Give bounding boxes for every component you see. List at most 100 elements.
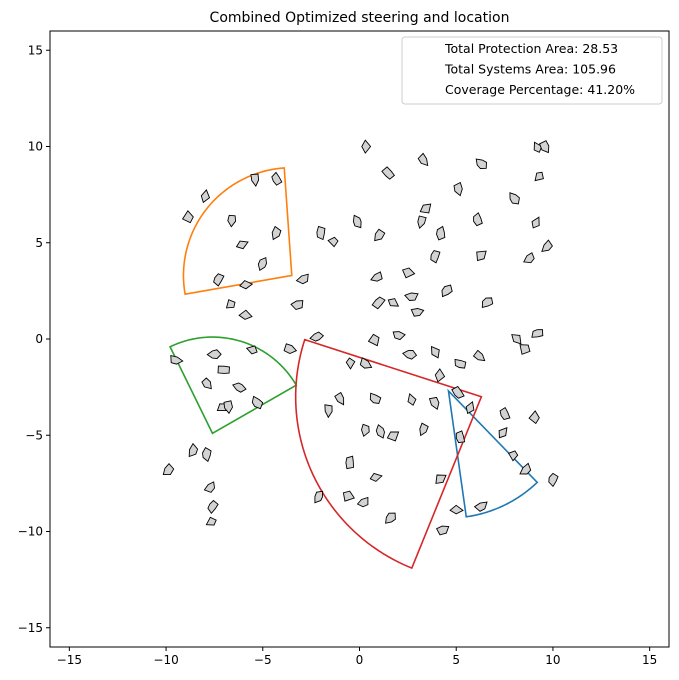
y-tick-label: 0	[35, 332, 43, 346]
system-marker	[200, 189, 211, 204]
system-marker	[361, 139, 372, 154]
system-marker	[523, 252, 535, 264]
coverage-sector	[294, 338, 483, 570]
system-marker	[309, 331, 325, 342]
system-marker	[407, 392, 417, 406]
system-marker	[217, 365, 230, 374]
system-marker	[257, 256, 267, 272]
system-marker	[392, 331, 406, 341]
system-marker	[430, 250, 441, 264]
system-marker	[476, 250, 487, 262]
system-marker	[327, 236, 339, 248]
x-tick-label: −15	[57, 653, 82, 667]
system-marker	[283, 343, 298, 354]
system-marker	[431, 345, 440, 359]
system-marker	[225, 299, 236, 309]
system-marker	[345, 357, 356, 370]
system-marker	[290, 300, 304, 311]
y-tick-label: 5	[35, 236, 43, 250]
system-marker	[207, 499, 219, 515]
system-marker	[374, 228, 386, 242]
system-marker	[295, 273, 309, 285]
x-tick-label: −10	[153, 653, 178, 667]
system-marker	[334, 391, 345, 406]
y-tick-label: −15	[18, 621, 43, 635]
system-marker	[441, 284, 453, 298]
system-marker	[475, 158, 487, 169]
system-marker	[417, 152, 429, 167]
system-marker	[498, 427, 508, 439]
legend-entry-protection-area: Total Protection Area: 28.53	[444, 41, 618, 56]
system-marker	[473, 212, 483, 227]
system-marker	[531, 329, 544, 338]
system-marker	[381, 166, 396, 180]
system-marker	[162, 463, 175, 476]
system-marker	[519, 344, 531, 355]
coverage-sector	[182, 167, 293, 296]
system-marker	[352, 214, 362, 229]
system-marker	[375, 424, 385, 439]
coverage-sector	[447, 388, 539, 518]
system-marker	[188, 442, 199, 458]
system-marker	[481, 297, 494, 308]
system-marker	[205, 516, 217, 526]
x-tick-label: 15	[642, 653, 657, 667]
system-marker	[223, 400, 233, 415]
system-marker	[402, 349, 418, 360]
system-marker	[419, 422, 429, 437]
system-marker	[316, 225, 326, 241]
system-marker	[541, 239, 553, 252]
system-marker	[232, 382, 247, 393]
system-marker	[419, 203, 432, 214]
sector-layer	[169, 167, 539, 570]
system-marker	[465, 400, 475, 415]
system-marker	[385, 512, 396, 524]
y-tick-label: −5	[25, 428, 43, 442]
system-marker	[417, 215, 427, 230]
legend-box	[401, 36, 663, 105]
x-tick-label: 10	[545, 653, 560, 667]
system-marker	[369, 392, 382, 404]
system-marker	[473, 501, 488, 512]
system-marker	[531, 216, 540, 229]
system-marker	[203, 481, 215, 493]
system-marker	[371, 296, 386, 310]
system-marker	[251, 395, 264, 410]
system-marker	[239, 280, 254, 290]
system-marker	[534, 171, 544, 182]
system-marker	[370, 271, 383, 282]
system-marker	[387, 298, 400, 307]
system-marker	[404, 292, 419, 301]
system-marker	[454, 358, 467, 369]
chart-title: Combined Optimized steering and location	[210, 10, 510, 26]
system-marker	[539, 140, 550, 154]
system-marker	[449, 504, 464, 515]
system-marker	[206, 349, 222, 360]
system-marker	[548, 472, 559, 488]
system-marker	[453, 181, 463, 197]
system-marker	[271, 171, 283, 186]
system-marker	[428, 396, 440, 410]
system-marker	[436, 225, 446, 241]
system-marker	[250, 173, 260, 187]
system-marker	[202, 446, 212, 463]
system-marker	[213, 273, 225, 287]
x-tick-label: −5	[254, 653, 272, 667]
coverage-sector	[169, 336, 298, 435]
system-marker	[507, 450, 519, 462]
system-marker	[367, 333, 380, 347]
system-marker	[345, 455, 354, 470]
system-marker	[238, 309, 253, 320]
system-marker	[170, 355, 184, 365]
system-marker	[227, 214, 237, 228]
system-marker	[511, 334, 522, 345]
system-marker	[435, 525, 450, 536]
system-marker	[361, 423, 370, 438]
system-marker	[314, 490, 324, 504]
y-tick-label: 15	[28, 43, 43, 57]
legend-entry-systems-area: Total Systems Area: 105.96	[444, 62, 616, 77]
system-marker	[386, 431, 400, 442]
system-marker	[359, 357, 373, 369]
